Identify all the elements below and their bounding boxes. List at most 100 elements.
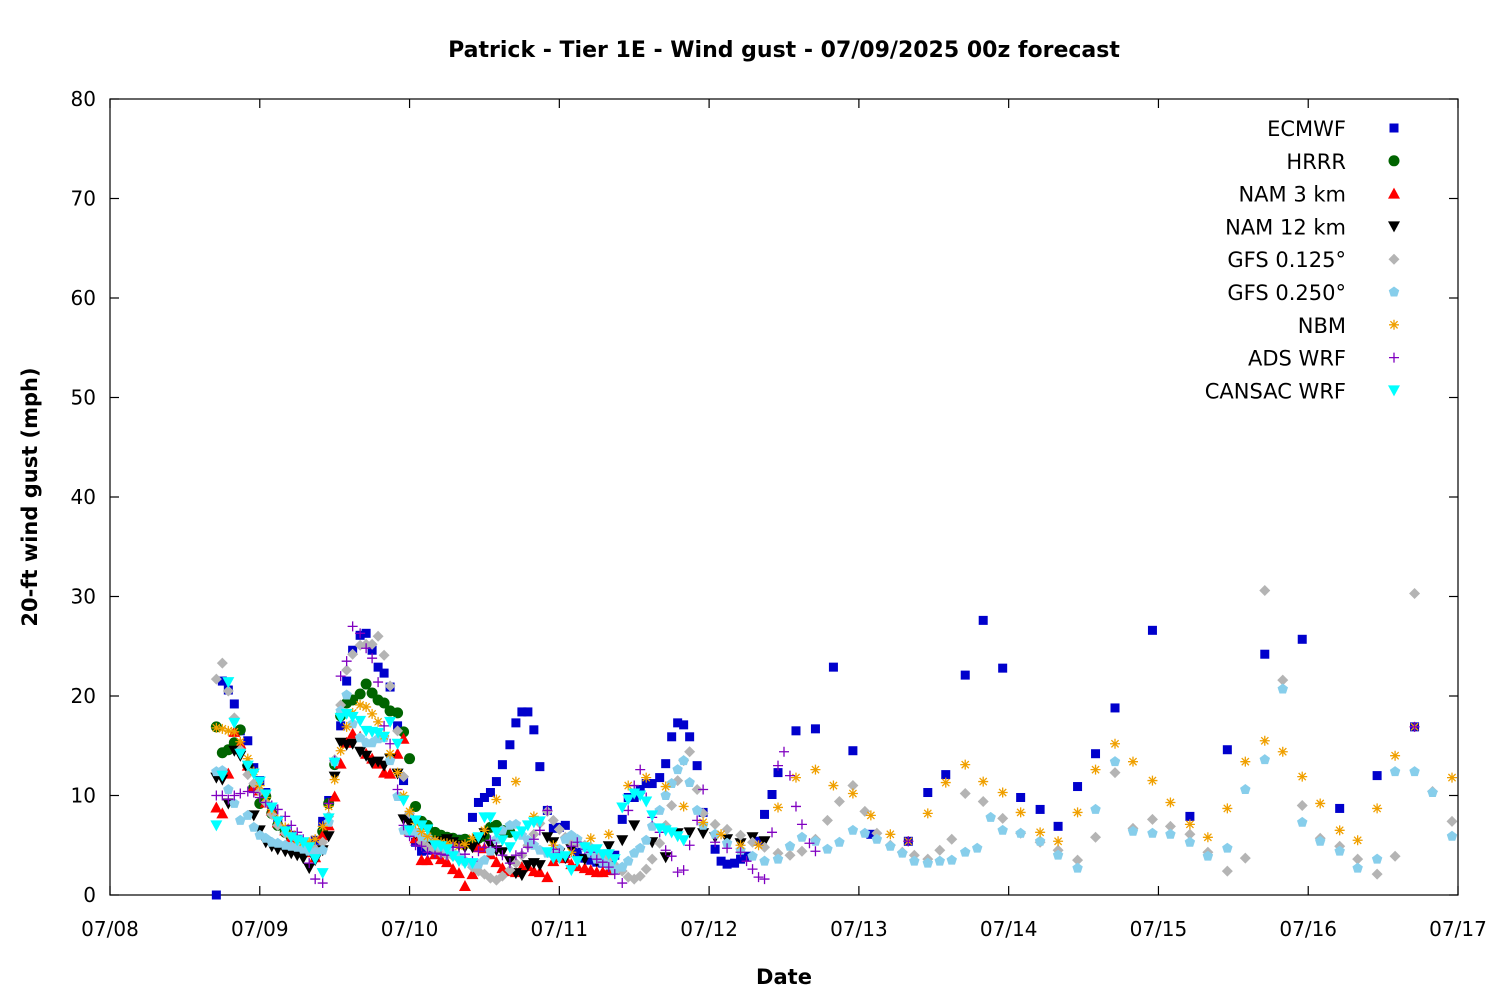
data-point (1371, 853, 1383, 864)
data-point (317, 821, 328, 832)
legend-label: ECMWF (1267, 117, 1346, 141)
data-point (1146, 813, 1158, 825)
data-point (334, 712, 347, 724)
data-point (671, 831, 684, 843)
data-point (548, 823, 558, 833)
data-point (960, 670, 970, 680)
data-point (773, 802, 784, 813)
legend: ECMWF HRRR NAM 3 km NAM 12 km GFS 0.125° GFS … (1205, 117, 1400, 403)
data-point (541, 871, 554, 883)
data-point (722, 843, 733, 854)
data-point (473, 846, 484, 857)
data-point (310, 874, 321, 885)
series-cansac-wrf (210, 677, 690, 880)
data-point (773, 760, 784, 771)
data-point (1240, 784, 1251, 794)
data-point (834, 836, 845, 847)
data-point (810, 846, 821, 857)
data-point (796, 831, 808, 842)
data-point (822, 843, 833, 854)
data-point (279, 826, 292, 838)
data-point (810, 724, 820, 734)
data-point (446, 851, 459, 863)
legend-label: GFS 0.125° (1227, 248, 1346, 272)
data-point (504, 864, 516, 876)
data-point (691, 784, 703, 796)
data-point (1127, 756, 1138, 767)
data-point (585, 833, 596, 844)
data-point (934, 844, 946, 856)
data-point (784, 770, 795, 781)
data-point (259, 789, 272, 801)
data-point (922, 857, 934, 868)
data-point (441, 844, 453, 856)
legend-marker (1388, 385, 1400, 397)
data-point (833, 795, 845, 807)
data-point (684, 746, 696, 758)
data-point (602, 849, 615, 861)
data-point (385, 748, 396, 759)
data-point (1091, 749, 1101, 759)
data-point (1389, 850, 1401, 862)
data-point (303, 863, 316, 875)
data-point (946, 854, 957, 865)
data-point (391, 738, 404, 750)
y-tick-label: 60 (71, 286, 96, 310)
data-point (922, 808, 933, 819)
data-point (367, 708, 378, 719)
data-point (566, 841, 577, 852)
data-point (285, 832, 298, 844)
data-point (1164, 820, 1176, 832)
data-point (392, 707, 404, 719)
legend-label: NAM 12 km (1225, 215, 1346, 239)
y-tick-label: 80 (71, 87, 96, 111)
data-point (1147, 775, 1158, 786)
data-point (1259, 735, 1270, 746)
data-point (310, 834, 321, 845)
data-point (1035, 804, 1045, 814)
data-point (1240, 756, 1251, 767)
data-point (1127, 825, 1139, 836)
data-point (660, 845, 671, 856)
data-point (1409, 721, 1420, 732)
x-tick-label: 07/10 (381, 917, 439, 941)
data-point (773, 768, 783, 778)
data-point (790, 772, 801, 783)
data-point (698, 817, 709, 828)
data-point (1052, 849, 1064, 860)
data-point (510, 776, 521, 787)
legend-marker (1388, 286, 1400, 297)
data-point (322, 831, 335, 843)
data-point (848, 746, 858, 756)
data-point (784, 840, 796, 851)
data-point (361, 628, 371, 638)
data-point (453, 842, 464, 853)
legend-label: HRRR (1286, 150, 1346, 174)
data-point (217, 790, 228, 801)
data-point (410, 840, 421, 851)
data-point (335, 745, 346, 756)
data-point (1372, 803, 1383, 814)
data-point (735, 840, 746, 851)
data-point (505, 740, 515, 750)
data-point (242, 786, 253, 797)
y-tick-label: 70 (71, 187, 96, 211)
data-point (810, 835, 821, 846)
data-point (442, 838, 452, 849)
data-point (485, 845, 496, 856)
data-point (1147, 625, 1157, 635)
data-point (730, 858, 740, 868)
data-point (229, 797, 240, 808)
data-point (572, 847, 582, 857)
data-point (1446, 815, 1458, 827)
data-point (635, 764, 646, 775)
data-point (223, 784, 234, 794)
data-point (392, 784, 403, 795)
x-tick-label: 07/16 (1279, 917, 1337, 941)
data-point (1184, 828, 1196, 840)
legend-marker (1389, 352, 1399, 363)
data-point (323, 798, 334, 809)
data-point (235, 788, 246, 799)
data-point (229, 699, 239, 709)
